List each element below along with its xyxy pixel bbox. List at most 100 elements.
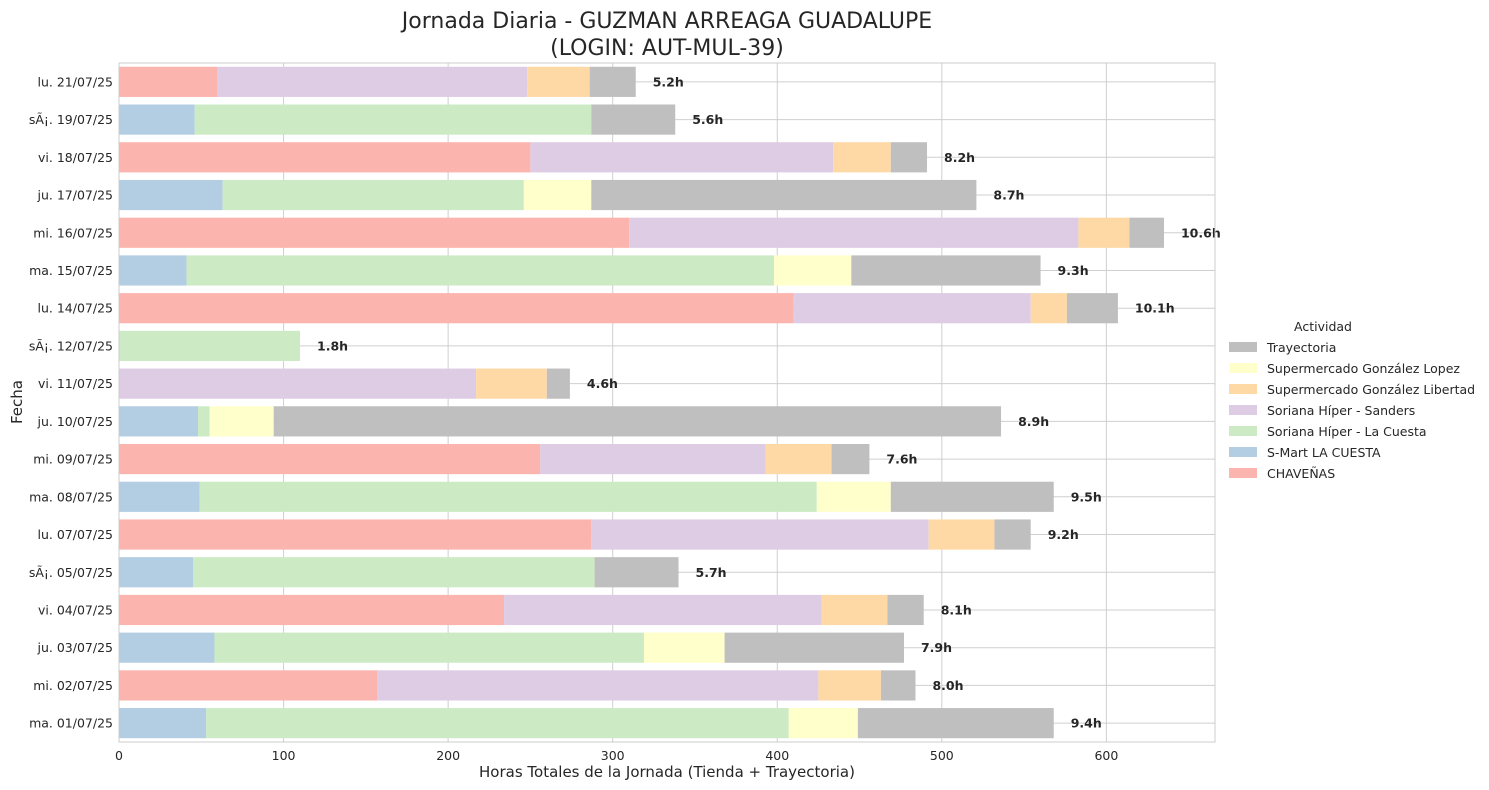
legend-swatch [1229, 363, 1257, 373]
bar-segment [591, 179, 977, 211]
bar-segment [831, 443, 870, 475]
y-tick-label: mi. 09/07/25 [33, 452, 113, 467]
legend-entry: S-Mart LA CUESTA [1267, 445, 1381, 460]
bar-segment [890, 142, 928, 173]
y-tick-label: lu. 21/07/25 [38, 74, 113, 89]
legend-entry: Supermercado González Libertad [1267, 382, 1475, 397]
y-tick-label: mi. 16/07/25 [33, 225, 113, 240]
total-label: 5.2h [653, 74, 684, 89]
total-label: 10.6h [1181, 225, 1221, 240]
bar-segment [591, 104, 676, 135]
x-tick-label: 100 [272, 748, 296, 763]
bar-segment [119, 481, 200, 512]
total-label: 8.2h [944, 150, 975, 165]
bar-segment [119, 179, 223, 211]
total-label: 9.5h [1071, 489, 1102, 504]
bar-segment [222, 179, 524, 211]
total-label: 4.6h [587, 376, 618, 391]
plot-frame [118, 62, 1216, 743]
total-label: 7.9h [921, 640, 952, 655]
bar-segment [119, 330, 301, 362]
total-label: 9.2h [1048, 527, 1079, 542]
bar-segment [546, 368, 570, 399]
legend: Actividad Trayectoria Supermercado Gonzál… [1229, 319, 1475, 481]
x-tick-label: 0 [115, 748, 123, 763]
bar-segment [629, 217, 1079, 248]
bar-segment [851, 255, 1041, 286]
bar-segment [788, 708, 858, 739]
bar-segment [119, 142, 531, 173]
bar-segment [209, 406, 274, 437]
y-tick-layer: lu. 21/07/25 sÃ¡. 19/07/25 vi. 18/07/25 ju.… [29, 74, 113, 730]
y-tick-label: sÃ¡. 05/07/25 [29, 565, 113, 580]
bar-segment [589, 66, 636, 97]
legend-entry: Supermercado González Lopez [1267, 361, 1460, 376]
bar-segment [880, 670, 916, 701]
legend-entry: Soriana Híper - La Cuesta [1267, 424, 1427, 439]
bar-segment [119, 217, 630, 248]
bar-segment [119, 670, 378, 701]
bar-segment [119, 557, 194, 588]
total-label: 8.9h [1018, 414, 1049, 429]
chart-title-line-1: Jornada Diaria - GUZMAN ARREAGA GUADALUP… [400, 9, 932, 34]
bar-segment [793, 293, 1031, 324]
bar-segment [773, 255, 852, 286]
bar-segment [527, 66, 590, 97]
y-tick-label: vi. 11/07/25 [38, 376, 113, 391]
y-tick-label: vi. 04/07/25 [38, 602, 113, 617]
y-tick-label: ju. 03/07/25 [37, 640, 113, 655]
bar-segment [765, 443, 832, 475]
legend-entry: Soriana Híper - Sanders [1267, 403, 1415, 418]
y-tick-label: ma. 08/07/25 [29, 489, 113, 504]
bar-segment [540, 443, 766, 475]
total-label: 8.7h [993, 188, 1024, 203]
x-tick-label: 200 [436, 748, 460, 763]
bar-segment [857, 708, 1054, 739]
bar-segment [119, 368, 477, 399]
y-axis-label: Fecha [8, 380, 26, 424]
bar-segment [119, 293, 794, 324]
y-tick-label: ju. 10/07/25 [37, 414, 113, 429]
legend-entry: CHAVEÑAS [1267, 466, 1335, 481]
total-label: 9.3h [1058, 263, 1089, 278]
bar-segment [194, 104, 592, 135]
bar-segment [119, 104, 195, 135]
bar-segment [197, 406, 210, 437]
bar-segment [818, 670, 881, 701]
bar-segment [994, 519, 1031, 550]
legend-entry: Trayectoria [1266, 340, 1336, 355]
bar-segment [833, 142, 891, 173]
bar-segment [1030, 293, 1067, 324]
total-label: 7.6h [886, 452, 917, 467]
bar-segment [816, 481, 891, 512]
bar-segment [1066, 293, 1118, 324]
bar-segment [119, 66, 218, 97]
y-tick-label: ju. 17/07/25 [37, 188, 113, 203]
bar-layer [119, 66, 1164, 739]
chart-title-line-2: (LOGIN: AUT-MUL-39) [550, 36, 784, 61]
y-tick-label: ma. 15/07/25 [29, 263, 113, 278]
legend-title: Actividad [1294, 319, 1352, 334]
legend-swatch [1229, 405, 1257, 415]
legend-swatch [1229, 384, 1257, 394]
bar-segment [591, 519, 929, 550]
bar-segment [119, 406, 198, 437]
legend-swatch [1229, 468, 1257, 478]
bar-segment [476, 368, 547, 399]
bar-segment [199, 481, 817, 512]
total-label-layer: 5.2h 5.6h 8.2h 8.7h 10.6h 9.3h 10.1h 1.8h 4.6h 8.… [317, 74, 1221, 730]
bar-segment [119, 708, 207, 739]
x-tick-label: 400 [765, 748, 789, 763]
bar-segment [193, 557, 595, 588]
bar-segment [186, 255, 774, 286]
bar-segment [217, 66, 528, 97]
bar-segment [206, 708, 789, 739]
bar-segment [119, 255, 187, 286]
total-label: 5.7h [696, 565, 727, 580]
total-label: 1.8h [317, 338, 348, 353]
bar-segment [1129, 217, 1164, 248]
bar-segment [523, 179, 592, 211]
y-tick-label: sÃ¡. 12/07/25 [29, 338, 113, 353]
bar-segment [273, 406, 1002, 437]
